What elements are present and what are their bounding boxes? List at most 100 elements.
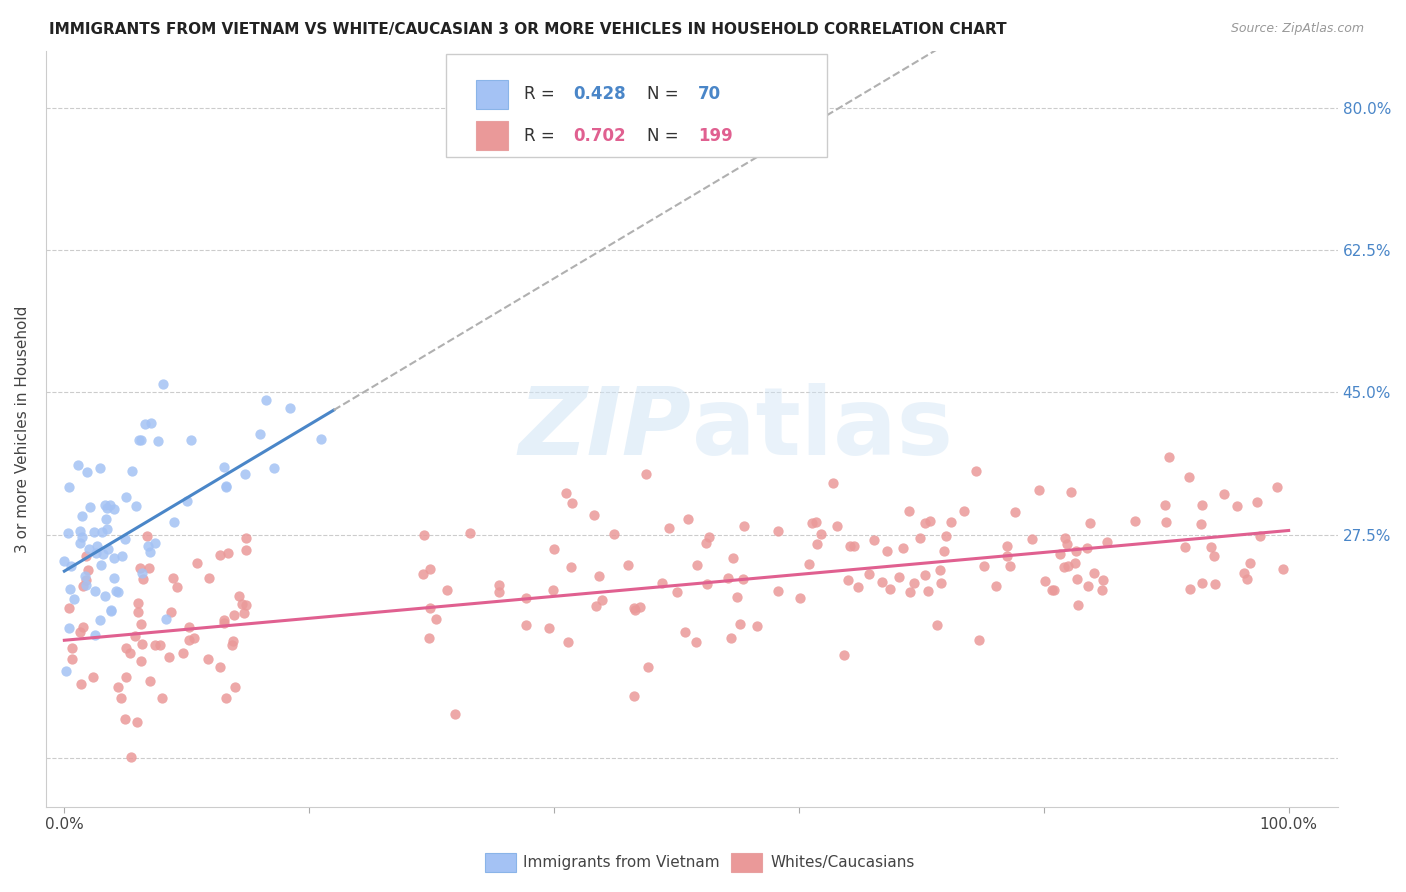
Point [235,543,257,558]
Point [56,525,79,540]
Point [862,533,884,548]
Point [903,575,925,590]
Point [212,613,235,627]
Text: 199: 199 [699,127,733,145]
Point [914,516,936,531]
Point [721,551,744,566]
Point [152,376,174,391]
Point [1265,480,1288,494]
Point [1249,529,1271,543]
Point [1042,582,1064,597]
Point [157,649,180,664]
Point [898,585,921,599]
Point [232,606,254,620]
Point [114,640,136,655]
Point [967,633,990,648]
Point [623,601,645,615]
Point [58,479,80,493]
Text: IMMIGRANTS FROM VIETNAM VS WHITE/CAUCASIAN 3 OR MORE VEHICLES IN HOUSEHOLD CORRE: IMMIGRANTS FROM VIETNAM VS WHITE/CAUCASI… [49,22,1007,37]
Point [214,616,236,631]
Point [1049,547,1071,561]
Point [69,625,91,640]
Point [917,584,939,599]
Text: R =: R = [524,127,560,145]
Point [114,533,136,547]
Point [1060,485,1083,500]
Point [685,635,707,649]
Point [60,652,83,666]
Point [278,401,301,416]
Point [72,619,94,633]
Point [59,559,82,574]
Text: Source: ZipAtlas.com: Source: ZipAtlas.com [1230,22,1364,36]
Point [231,597,253,611]
Point [75,574,97,588]
Point [1021,532,1043,546]
Point [221,638,243,652]
Point [132,572,155,586]
Point [799,557,821,571]
Point [127,606,149,620]
Point [789,591,811,605]
Point [183,631,205,645]
Point [209,660,232,674]
Point [128,433,150,447]
Point [84,628,107,642]
Point [114,712,136,726]
Point [939,515,962,529]
Point [768,524,790,538]
Point [172,646,194,660]
Point [995,549,1018,563]
Point [177,633,200,648]
Point [515,591,537,606]
Point [1004,505,1026,519]
Point [984,579,1007,593]
Text: N =: N = [647,85,683,103]
Point [72,508,94,523]
Point [1056,559,1078,574]
Point [1028,483,1050,498]
Point [139,545,162,559]
Point [810,527,832,541]
Point [932,543,955,558]
Point [75,578,97,592]
Point [148,638,170,652]
Point [160,605,183,619]
Point [69,524,91,538]
Point [858,566,880,581]
Point [733,519,755,533]
Point [617,558,640,573]
Point [419,562,441,576]
Point [920,514,942,528]
Point [110,691,132,706]
Text: R =: R = [524,85,560,103]
Point [436,583,458,598]
Point [208,548,231,562]
Point [76,465,98,479]
Point [86,539,108,553]
Point [91,547,114,561]
Point [908,531,931,545]
Point [837,573,859,587]
Text: N =: N = [647,127,683,145]
Point [488,578,510,592]
Point [745,619,768,633]
Text: ZIP: ZIP [519,383,692,475]
Point [90,558,112,573]
Point [76,563,98,577]
Point [585,599,607,613]
Point [412,528,434,542]
Point [66,458,89,473]
Point [75,568,97,582]
Point [139,674,162,689]
Text: Immigrants from Vietnam: Immigrants from Vietnam [523,855,720,870]
Point [139,416,162,430]
Point [58,621,80,635]
Point [591,592,613,607]
Point [515,618,537,632]
Point [70,530,93,544]
Point [879,582,901,596]
Point [103,571,125,585]
Point [125,714,148,729]
Point [197,571,219,585]
